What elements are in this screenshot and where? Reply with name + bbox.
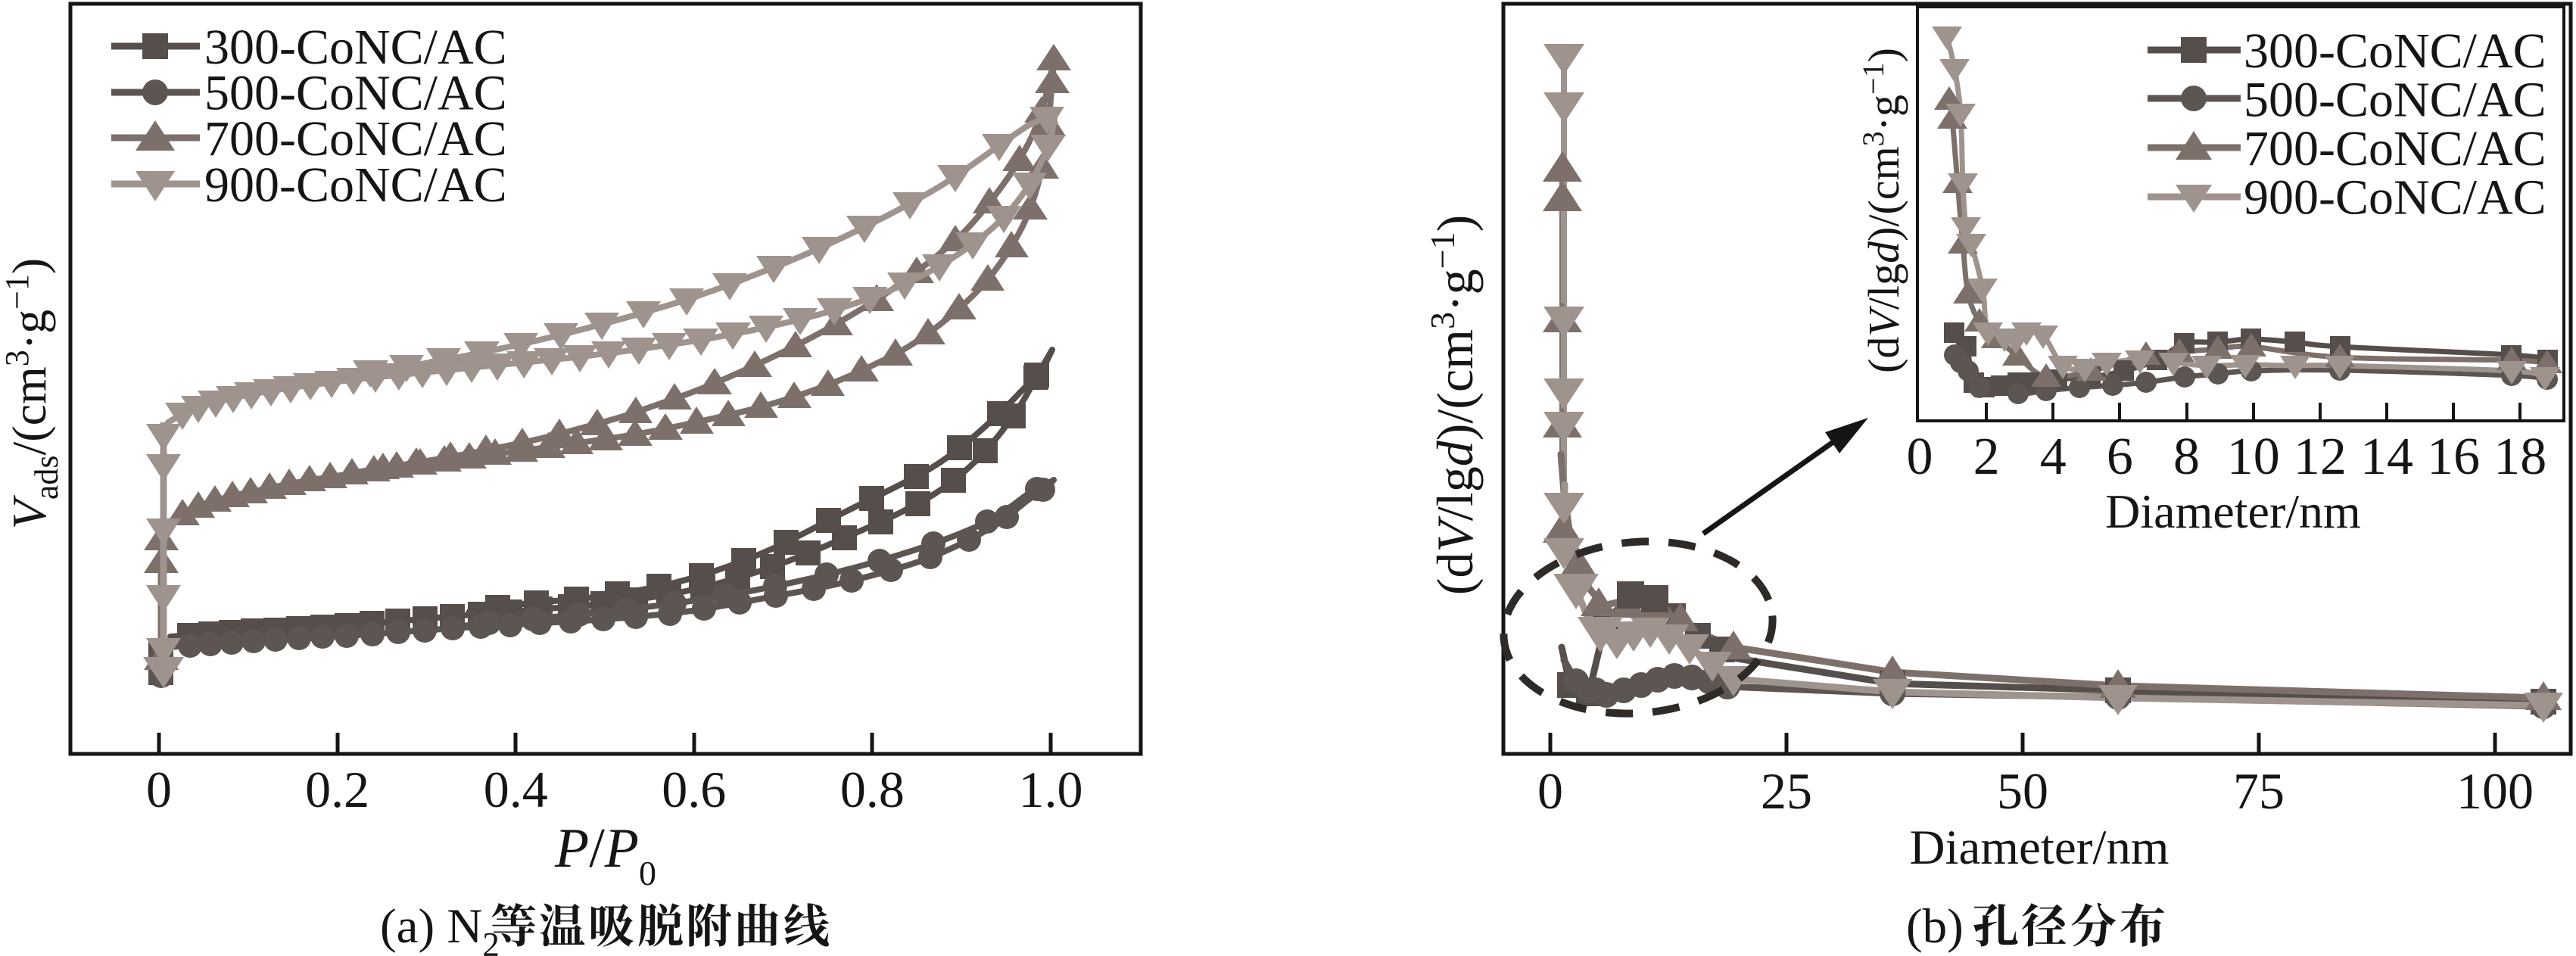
svg-text:25: 25	[1761, 762, 1812, 820]
svg-text:8: 8	[2173, 428, 2200, 486]
svg-text:50: 50	[1997, 762, 2048, 820]
svg-text:10: 10	[2227, 428, 2280, 486]
svg-text:Diameter/nm: Diameter/nm	[2105, 484, 2361, 538]
svg-text:0: 0	[1537, 762, 1563, 820]
svg-text:500-CoNC/AC: 500-CoNC/AC	[204, 66, 507, 121]
svg-text:0: 0	[1907, 428, 1933, 486]
svg-text:700-CoNC/AC: 700-CoNC/AC	[204, 111, 507, 167]
svg-text:0.2: 0.2	[305, 761, 369, 818]
svg-text:300-CoNC/AC: 300-CoNC/AC	[2244, 23, 2546, 79]
svg-text:900-CoNC/AC: 900-CoNC/AC	[204, 157, 507, 213]
svg-text:900-CoNC/AC: 900-CoNC/AC	[2244, 170, 2546, 226]
svg-text:0: 0	[146, 761, 172, 818]
svg-text:300-CoNC/AC: 300-CoNC/AC	[204, 20, 507, 75]
svg-text:1.0: 1.0	[1019, 761, 1083, 818]
svg-text:14: 14	[2360, 428, 2413, 486]
svg-text:2: 2	[1973, 428, 2000, 486]
svg-text:(dV/lgd)/(cm3·g−1): (dV/lgd)/(cm3·g−1)	[1423, 215, 1484, 596]
svg-text:12: 12	[2294, 428, 2347, 486]
svg-text:Vads/(cm3·g−1): Vads/(cm3·g−1)	[0, 258, 65, 529]
svg-text:0.6: 0.6	[662, 761, 726, 818]
svg-text:0.4: 0.4	[484, 761, 548, 818]
svg-text:Diameter/nm: Diameter/nm	[1910, 821, 2170, 875]
svg-text:0.8: 0.8	[840, 761, 905, 818]
svg-text:(dV/lgd)/(cm3·g−1): (dV/lgd)/(cm3·g−1)	[1856, 48, 1908, 373]
svg-text:700-CoNC/AC: 700-CoNC/AC	[2244, 121, 2546, 176]
svg-text:18: 18	[2493, 428, 2546, 486]
svg-text:500-CoNC/AC: 500-CoNC/AC	[2244, 73, 2546, 128]
svg-text:4: 4	[2040, 428, 2067, 486]
svg-text:(b): (b)	[1906, 899, 1964, 954]
svg-text:6: 6	[2107, 428, 2133, 486]
svg-text:16: 16	[2427, 428, 2480, 486]
svg-text:(a) N2: (a) N2	[380, 899, 500, 956]
svg-text:100: 100	[2456, 762, 2534, 820]
svg-text:75: 75	[2233, 762, 2285, 820]
